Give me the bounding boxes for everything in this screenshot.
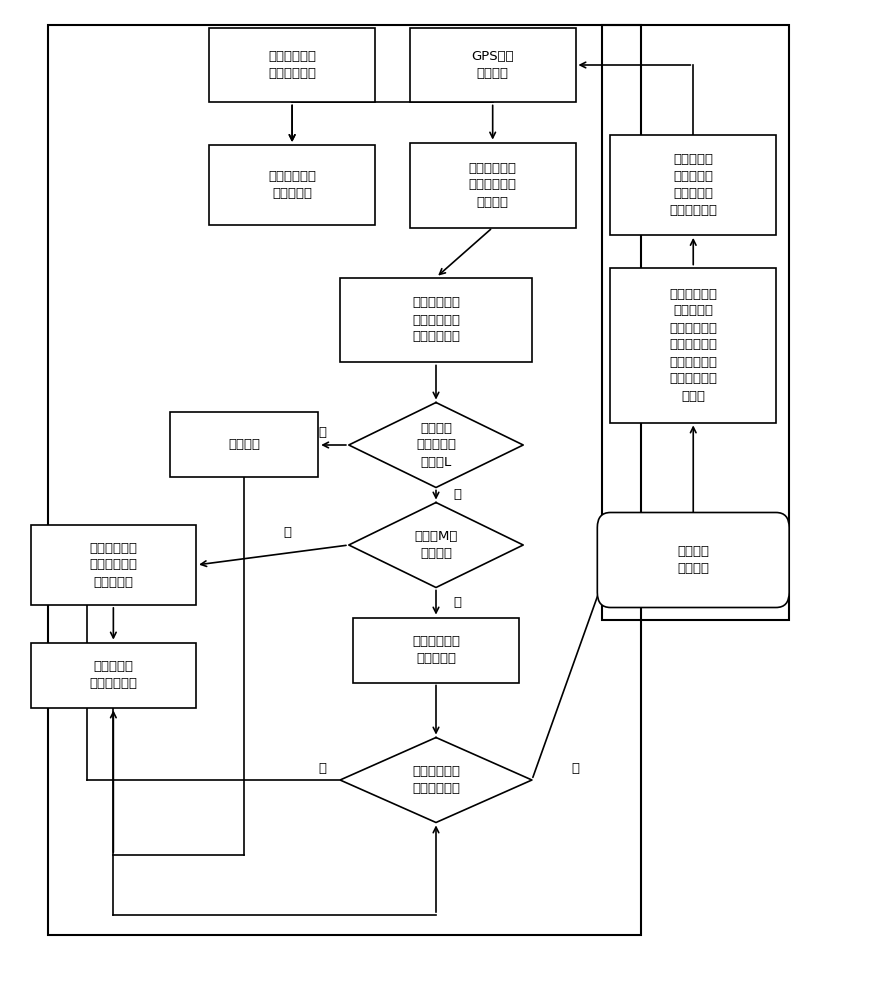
- Text: 数据采集模块
实时采集数据: 数据采集模块 实时采集数据: [268, 50, 317, 80]
- Text: 否: 否: [318, 426, 327, 439]
- Text: 两车同向
且同路且距
离小于L: 两车同向 且同路且距 离小于L: [416, 422, 456, 468]
- FancyBboxPatch shape: [410, 27, 576, 102]
- FancyBboxPatch shape: [209, 27, 375, 102]
- Polygon shape: [340, 738, 532, 822]
- Text: 是否通过前车
对请求的识别: 是否通过前车 对请求的识别: [412, 765, 460, 795]
- Text: 调整车辆
控制参数: 调整车辆 控制参数: [678, 545, 709, 575]
- Text: 放弃通讯: 放弃通讯: [228, 438, 260, 452]
- FancyBboxPatch shape: [209, 145, 375, 225]
- FancyBboxPatch shape: [610, 267, 776, 422]
- Text: 本车接收后对
数据进行解
析，中央处理
模块确定权重
并进行本车的
行驶工况的识
别预测: 本车接收后对 数据进行解 析，中央处理 模块确定权重 并进行本车的 行驶工况的识…: [669, 288, 718, 402]
- FancyBboxPatch shape: [31, 525, 196, 605]
- FancyBboxPatch shape: [410, 143, 576, 228]
- FancyBboxPatch shape: [31, 643, 196, 708]
- FancyBboxPatch shape: [597, 513, 789, 608]
- Text: 否: 否: [318, 762, 327, 774]
- Polygon shape: [349, 502, 523, 587]
- Text: 提取本车一定
周期的行驶工
况历史数据: 提取本车一定 周期的行驶工 况历史数据: [89, 542, 138, 588]
- Text: 车辆数M是
否大于零: 车辆数M是 否大于零: [414, 530, 458, 560]
- Polygon shape: [349, 402, 523, 487]
- Text: 短距离通讯模
块发送和接受
位置信息: 短距离通讯模 块发送和接受 位置信息: [468, 161, 517, 209]
- Text: 对本车行驶
工况进行识别: 对本车行驶 工况进行识别: [89, 660, 138, 690]
- FancyBboxPatch shape: [610, 135, 776, 235]
- Text: 否: 否: [283, 526, 292, 540]
- FancyBboxPatch shape: [170, 412, 318, 477]
- Text: 本车向前车发
送通信请求: 本车向前车发 送通信请求: [412, 635, 460, 665]
- Text: 是: 是: [453, 596, 462, 609]
- Text: 前车将历史
数据通过短
距离通讯模
块向本车发送: 前车将历史 数据通过短 距离通讯模 块向本车发送: [669, 153, 718, 217]
- FancyBboxPatch shape: [353, 617, 519, 682]
- Text: 计算本车与他
车间距离及方
向、道路判断: 计算本车与他 车间距离及方 向、道路判断: [412, 296, 460, 344]
- Text: 数据存储至中
央处理模块: 数据存储至中 央处理模块: [268, 170, 317, 200]
- Text: GPS模块
实时定位: GPS模块 实时定位: [472, 50, 514, 80]
- Text: 是: 是: [571, 762, 580, 774]
- Text: 是: 是: [453, 488, 462, 502]
- FancyBboxPatch shape: [340, 277, 532, 362]
